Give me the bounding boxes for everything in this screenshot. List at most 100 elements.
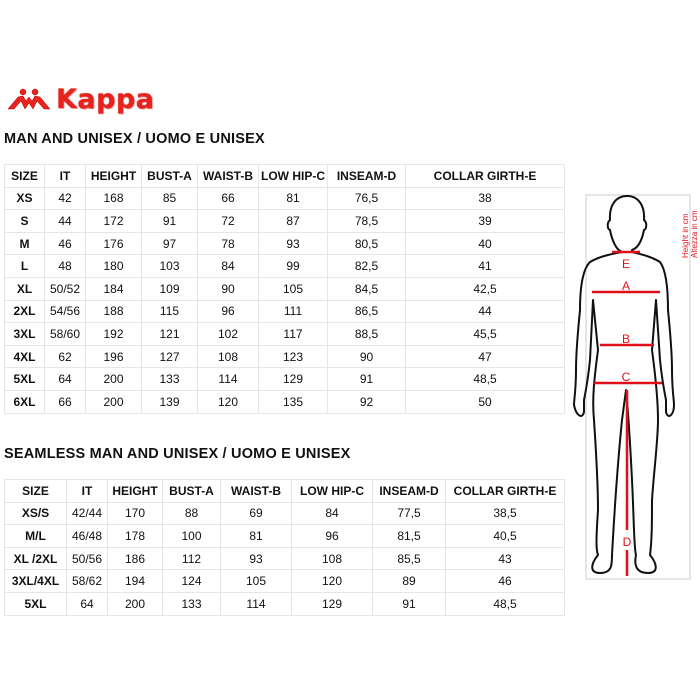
table-cell: 64 [66,591,108,616]
section-title-seamless: SEAMLESS MAN AND UNISEX / UOMO E UNISEX [4,446,351,462]
table-cell: 91 [141,209,198,233]
size-cell: 5XL [4,591,67,616]
table-cell: 178 [107,524,163,548]
table-cell: 133 [141,367,198,391]
table-cell: 129 [291,591,373,616]
column-header: SIZE [4,164,45,188]
column-header: BUST-A [141,164,198,188]
table-cell: 194 [107,569,163,593]
table-header-row: SIZE IT HEIGHT BUST-A WAIST-B LOW HIP-C INSEAM… [4,479,565,503]
table-cell: 103 [141,254,198,278]
table-cell: 184 [85,276,142,301]
size-table-man-unisex: SIZE IT HEIGHT BUST-A WAIST-B LOW HIP-C INSEAM… [4,164,565,414]
size-cell: 5XL [4,367,45,391]
column-header: WAIST-B [220,479,292,503]
table-cell: 50/56 [66,546,108,571]
table-cell: 135 [258,389,328,414]
table-cell: 92 [327,389,406,414]
table-row: 4XL 62 196 127 108 123 90 47 [4,344,565,369]
table-cell: 121 [141,322,198,346]
table-cell: 96 [291,524,373,548]
table-cell: 176 [85,231,142,256]
table-cell: 38 [405,186,565,211]
table-cell: 58/62 [66,569,108,593]
column-header: HEIGHT [85,164,142,188]
size-cell: S [4,209,45,233]
table-cell: 72 [197,209,259,233]
table-cell: 46 [445,569,565,593]
table-cell: 91 [327,367,406,391]
kappa-omini-logo-icon [7,88,51,110]
table-cell: 42,5 [405,276,565,301]
table-cell: 123 [258,344,328,369]
table-cell: 186 [107,546,163,571]
table-cell: 54/56 [44,299,86,324]
table-cell: 40,5 [445,524,565,548]
label-e: E [622,257,630,271]
table-cell: 45,5 [405,322,565,346]
table-cell: 42/44 [66,501,108,526]
table-cell: 48 [44,254,86,278]
size-cell: M [4,231,45,256]
body-measurement-figure: E A B C D Height in cm Altezza in cm [560,180,700,600]
table-cell: 108 [197,344,259,369]
table-cell: 82,5 [327,254,406,278]
column-header: HEIGHT [107,479,163,503]
table-row: 5XL 64 200 133 114 129 91 48,5 [4,367,565,391]
size-cell: 4XL [4,344,45,369]
table-cell: 139 [141,389,198,414]
height-label-en: Height in cm [681,213,690,258]
table-cell: 81 [220,524,292,548]
table-row: 3XL 58/60 192 121 102 117 88,5 45,5 [4,322,565,346]
table-cell: 86,5 [327,299,406,324]
column-header: SIZE [4,479,67,503]
table-cell: 78,5 [327,209,406,233]
table-cell: 97 [141,231,198,256]
table-cell: 87 [258,209,328,233]
size-cell: M/L [4,524,67,548]
table-cell: 46/48 [66,524,108,548]
table-cell: 38,5 [445,501,565,526]
table-cell: 99 [258,254,328,278]
table-header-row: SIZE IT HEIGHT BUST-A WAIST-B LOW HIP-C INSEAM… [4,164,565,188]
table-cell: 58/60 [44,322,86,346]
table-cell: 180 [85,254,142,278]
table-cell: 80,5 [327,231,406,256]
table-cell: 90 [197,276,259,301]
table-cell: 114 [197,367,259,391]
label-b: B [622,332,630,346]
brand-name: Kappa [56,83,155,115]
table-cell: 81 [258,186,328,211]
table-cell: 117 [258,322,328,346]
table-cell: 88,5 [327,322,406,346]
table-cell: 105 [220,569,292,593]
table-cell: 85,5 [372,546,446,571]
size-cell: 3XL/4XL [4,569,67,593]
table-cell: 192 [85,322,142,346]
table-cell: 172 [85,209,142,233]
table-cell: 100 [162,524,221,548]
table-cell: 93 [258,231,328,256]
table-cell: 127 [141,344,198,369]
table-row: XL 50/52 184 109 90 105 84,5 42,5 [4,276,565,301]
table-cell: 66 [197,186,259,211]
table-cell: 124 [162,569,221,593]
column-header: IT [44,164,86,188]
table-cell: 47 [405,344,565,369]
size-cell: XL /2XL [4,546,67,571]
table-cell: 109 [141,276,198,301]
table-cell: 48,5 [405,367,565,391]
table-cell: 41 [405,254,565,278]
table-cell: 50/52 [44,276,86,301]
label-d: D [623,535,632,549]
table-cell: 40 [405,231,565,256]
size-cell: XL [4,276,45,301]
table-cell: 91 [372,591,446,616]
table-row: XL /2XL 50/56 186 112 93 108 85,5 43 [4,546,565,571]
size-table-seamless: SIZE IT HEIGHT BUST-A WAIST-B LOW HIP-C INSEAM… [4,479,565,616]
column-header: INSEAM-D [327,164,406,188]
column-header: WAIST-B [197,164,259,188]
label-a: A [622,279,630,293]
column-header: LOW HIP-C [291,479,373,503]
table-cell: 89 [372,569,446,593]
